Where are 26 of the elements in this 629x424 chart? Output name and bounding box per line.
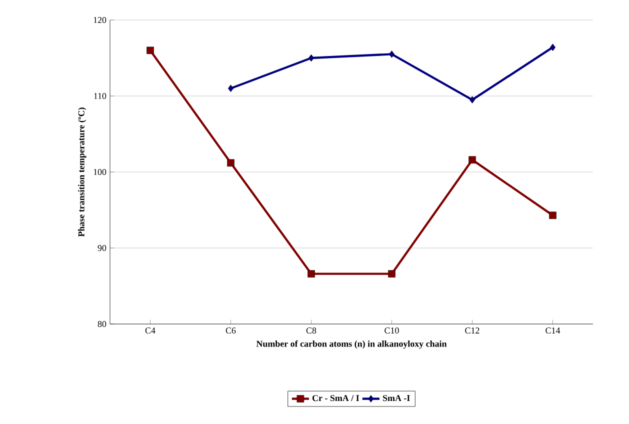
x-tick-label: C6 [226, 328, 236, 334]
point [469, 96, 476, 104]
x-tick-label: C14 [546, 328, 560, 334]
point [549, 212, 556, 219]
point [550, 44, 556, 51]
y-tick-label: 80 [98, 320, 106, 328]
x-tick-label: C8 [306, 328, 316, 334]
point [308, 54, 314, 62]
point [388, 50, 395, 58]
x-axis-title: Number of carbon atoms (n) in alkanoyloxy chain [256, 340, 447, 349]
legend-label: SmA -I [383, 395, 410, 402]
x-tick-label: C12 [465, 328, 480, 334]
point [227, 159, 234, 167]
point [146, 46, 154, 54]
y-tick-label: 120 [94, 16, 106, 24]
x-tick-label: C10 [384, 328, 399, 334]
x-tick-label: C4 [145, 328, 156, 334]
point [308, 270, 315, 278]
point [388, 270, 396, 278]
point [468, 156, 476, 164]
y-tick-label: 110 [94, 92, 106, 100]
legend-label: Cr - SmA / I [312, 395, 360, 402]
y-tick-label: 100 [94, 168, 106, 176]
y-axis-title: Phase transition temperature (ºC) [78, 108, 86, 237]
y-tick-label: 90 [98, 244, 106, 252]
point [228, 84, 234, 92]
